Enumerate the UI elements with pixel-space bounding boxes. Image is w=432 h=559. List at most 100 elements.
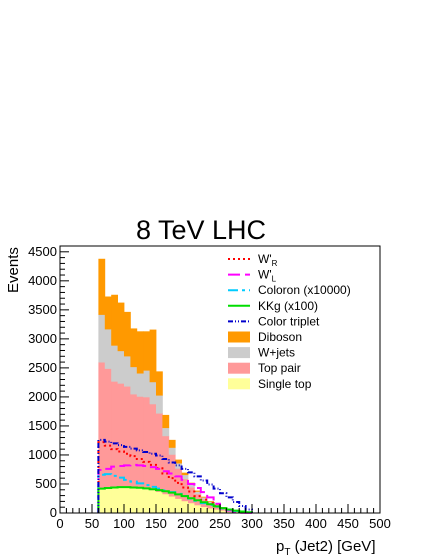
stack-single-top <box>98 486 253 514</box>
bar <box>98 258 106 315</box>
bar <box>181 478 189 502</box>
legend-entry: Color triplet <box>228 314 320 328</box>
bar <box>136 396 144 488</box>
y-tick-label: 1000 <box>28 447 57 462</box>
bar <box>111 294 118 346</box>
legend-label: KKg (x100) <box>258 299 318 313</box>
y-tick-label: 2000 <box>28 389 57 404</box>
bar <box>162 414 170 429</box>
legend-label: Color triplet <box>258 314 320 328</box>
legend-label: W'R <box>258 252 278 268</box>
bar <box>181 474 189 480</box>
x-tick-label: 100 <box>113 516 135 531</box>
bar <box>188 502 195 514</box>
y-tick-label: 4000 <box>28 273 57 288</box>
bar <box>188 483 195 488</box>
bar <box>124 386 131 487</box>
legend-label: W+jets <box>258 346 295 360</box>
bar <box>136 331 144 374</box>
bar <box>124 486 131 514</box>
bar <box>111 345 118 382</box>
bar <box>156 491 163 514</box>
bar <box>143 331 150 371</box>
bar <box>168 439 176 448</box>
bar <box>220 510 227 514</box>
bar <box>156 413 163 492</box>
bar <box>98 362 106 490</box>
legend-entry: Diboson <box>228 330 302 344</box>
bar <box>149 329 157 383</box>
bar <box>194 491 202 495</box>
bar <box>130 486 138 514</box>
legend-box-swatch <box>228 378 250 390</box>
bar <box>111 381 118 488</box>
x-tick-label: 450 <box>337 516 359 531</box>
bar <box>194 504 202 514</box>
bar <box>162 435 170 495</box>
bar <box>175 463 182 469</box>
bar <box>200 496 208 498</box>
legend-label: W'L <box>258 268 277 284</box>
legend-label: Diboson <box>258 330 302 344</box>
legend-entry: Top pair <box>228 361 301 375</box>
legend-entry: W+jets <box>228 346 295 360</box>
bar <box>104 368 112 488</box>
bar <box>181 500 189 514</box>
bar <box>117 383 125 487</box>
bar <box>143 396 150 490</box>
bar <box>111 486 118 514</box>
bar <box>226 510 234 514</box>
bar <box>213 504 221 506</box>
chart-title: 8 TeV LHC <box>136 215 266 245</box>
bar <box>168 447 176 455</box>
bar <box>232 511 240 514</box>
legend-label: Top pair <box>258 361 301 375</box>
bar <box>200 497 208 500</box>
legend-box-swatch <box>228 362 250 374</box>
bar <box>175 459 182 464</box>
y-tick-label: 3500 <box>28 302 57 317</box>
bar <box>104 329 112 369</box>
bar <box>124 311 131 357</box>
legend-box-swatch <box>228 347 250 359</box>
x-tick-label: 350 <box>273 516 295 531</box>
legend-entry: Single top <box>228 377 312 391</box>
x-axis-title: pT (Jet2) [GeV] <box>276 538 375 558</box>
bar <box>156 395 163 414</box>
bar <box>188 487 195 504</box>
bar <box>117 350 125 384</box>
bar <box>207 502 214 509</box>
bar <box>104 296 112 330</box>
bar <box>213 509 221 514</box>
y-tick-label: 4500 <box>28 244 57 259</box>
legend-entry: Coloron (x10000) <box>228 283 351 297</box>
bar <box>136 487 144 514</box>
bar <box>130 328 138 368</box>
x-tick-label: 0 <box>56 516 63 531</box>
bar <box>130 366 138 395</box>
bar <box>149 489 157 514</box>
bar <box>207 501 214 504</box>
bar <box>136 373 144 397</box>
bar <box>124 355 131 387</box>
bar <box>143 370 150 398</box>
bar <box>168 496 176 514</box>
x-tick-label: 300 <box>241 516 263 531</box>
x-tick-label: 150 <box>145 516 167 531</box>
bar <box>175 498 182 514</box>
y-tick-label: 2500 <box>28 360 57 375</box>
legend-box-swatch <box>228 331 250 343</box>
legend-label: Coloron (x10000) <box>258 283 351 297</box>
bar <box>194 490 202 492</box>
legend-entry: W'L <box>228 268 277 284</box>
plot-area <box>97 258 253 514</box>
legend-entry: KKg (x100) <box>228 299 318 313</box>
x-tick-label: 250 <box>209 516 231 531</box>
bar <box>143 488 150 514</box>
legend-label: Single top <box>258 377 312 391</box>
bar <box>207 501 214 502</box>
stack-diboson <box>98 258 246 512</box>
bar <box>207 508 214 514</box>
x-tick-label: 400 <box>305 516 327 531</box>
